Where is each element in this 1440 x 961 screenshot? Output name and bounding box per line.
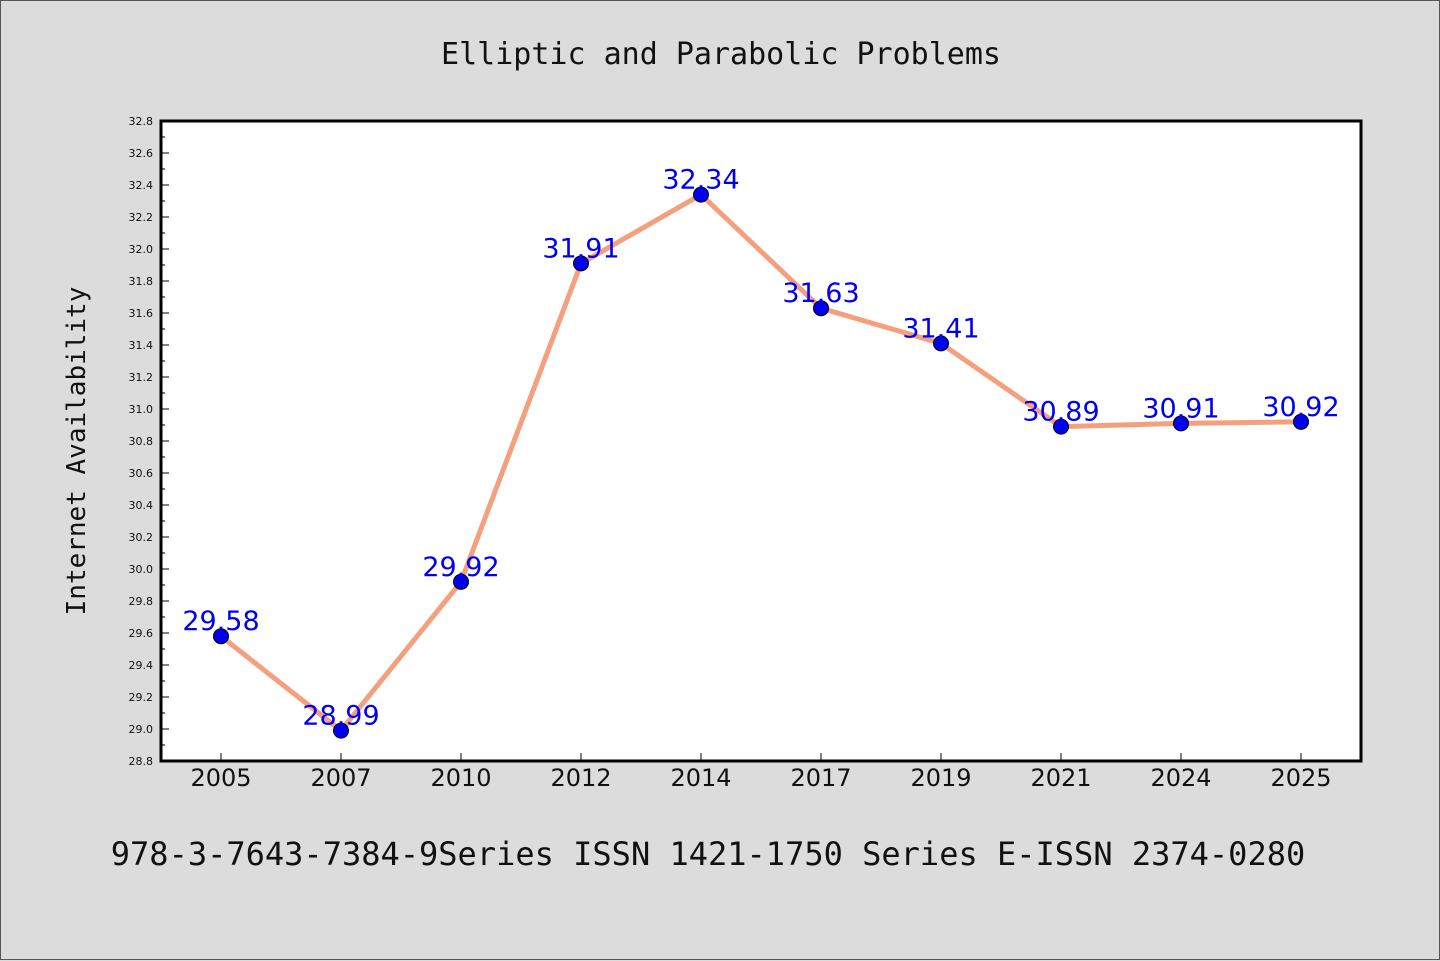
- data-label: 29.58: [182, 606, 259, 637]
- data-label: 31.91: [542, 233, 619, 264]
- y-tick-label: 32.6: [129, 147, 154, 160]
- data-point-marker: [813, 300, 829, 317]
- y-tick-label: 30.2: [129, 531, 154, 544]
- x-tick-label: 2024: [1150, 764, 1211, 792]
- y-tick-label: 30.4: [129, 499, 154, 512]
- data-point-marker: [1053, 418, 1069, 435]
- x-tick-label: 2007: [310, 764, 371, 792]
- y-tick-label: 29.0: [129, 723, 154, 736]
- y-tick-label: 32.2: [129, 211, 154, 224]
- data-point-marker: [213, 628, 229, 645]
- x-tick-label: 2021: [1030, 764, 1091, 792]
- x-tick-label: 2014: [670, 764, 731, 792]
- chart-title: Elliptic and Parabolic Problems: [441, 37, 1001, 72]
- data-point-marker: [933, 335, 949, 352]
- data-label: 31.41: [902, 313, 979, 344]
- y-tick-label: 30.6: [129, 467, 154, 480]
- data-label: 30.89: [1022, 397, 1099, 428]
- data-label: 29.92: [422, 552, 499, 583]
- data-label: 30.92: [1262, 392, 1339, 423]
- x-tick-label: 2005: [190, 764, 251, 792]
- y-tick-label: 28.8: [129, 755, 154, 768]
- y-tick-label: 31.0: [129, 403, 154, 416]
- data-markers: [213, 186, 1309, 739]
- x-tick-label: 2017: [790, 764, 851, 792]
- data-point-marker: [573, 255, 589, 272]
- data-label: 31.63: [782, 278, 859, 309]
- y-tick-label: 29.6: [129, 627, 154, 640]
- y-tick-label: 32.4: [129, 179, 154, 192]
- data-point-marker: [333, 722, 349, 739]
- y-tick-label: 32.8: [129, 115, 154, 128]
- y-tick-label: 29.2: [129, 691, 154, 704]
- x-tick-label: 2019: [910, 764, 971, 792]
- data-point-marker: [453, 573, 469, 590]
- y-tick-label: 30.8: [129, 435, 154, 448]
- plot-area: [159, 119, 1363, 763]
- data-point-marker: [693, 186, 709, 203]
- y-tick-label: 31.2: [129, 371, 154, 384]
- y-tick-label: 32.0: [129, 243, 154, 256]
- series-line: [219, 192, 1302, 734]
- y-tick-label: 29.4: [129, 659, 154, 672]
- y-tick-label: 31.4: [129, 339, 154, 352]
- y-tick-label: 31.6: [129, 307, 154, 320]
- data-label: 30.91: [1142, 393, 1219, 424]
- y-axis: 28.8 29.0 29.2 29.4 29.6 29.8 30.0 30.2 30.4 30.6…: [129, 115, 169, 768]
- data-labels: 29.58 28.99 29.92 31.91 32.34 31.63 31.41 30.89…: [182, 165, 1339, 732]
- data-point-marker: [1293, 413, 1309, 430]
- data-label: 28.99: [302, 701, 379, 732]
- x-tick-label: 2012: [550, 764, 611, 792]
- data-point-marker: [1173, 415, 1189, 432]
- x-tick-label: 2025: [1270, 764, 1331, 792]
- data-label: 32.34: [662, 165, 739, 196]
- y-tick-label: 29.8: [129, 595, 154, 608]
- y-axis-label: Internet Availability: [62, 287, 92, 616]
- footer-isbn-text: 978-3-7643-7384-9Series ISSN 1421-1750 S…: [111, 835, 1305, 873]
- y-tick-label: 30.0: [129, 563, 154, 576]
- x-tick-label: 2010: [430, 764, 491, 792]
- x-axis: 2005 2007 2010 2012 2014 2017 2019 2021 2024 2025: [190, 753, 1332, 792]
- y-tick-label: 31.8: [129, 275, 154, 288]
